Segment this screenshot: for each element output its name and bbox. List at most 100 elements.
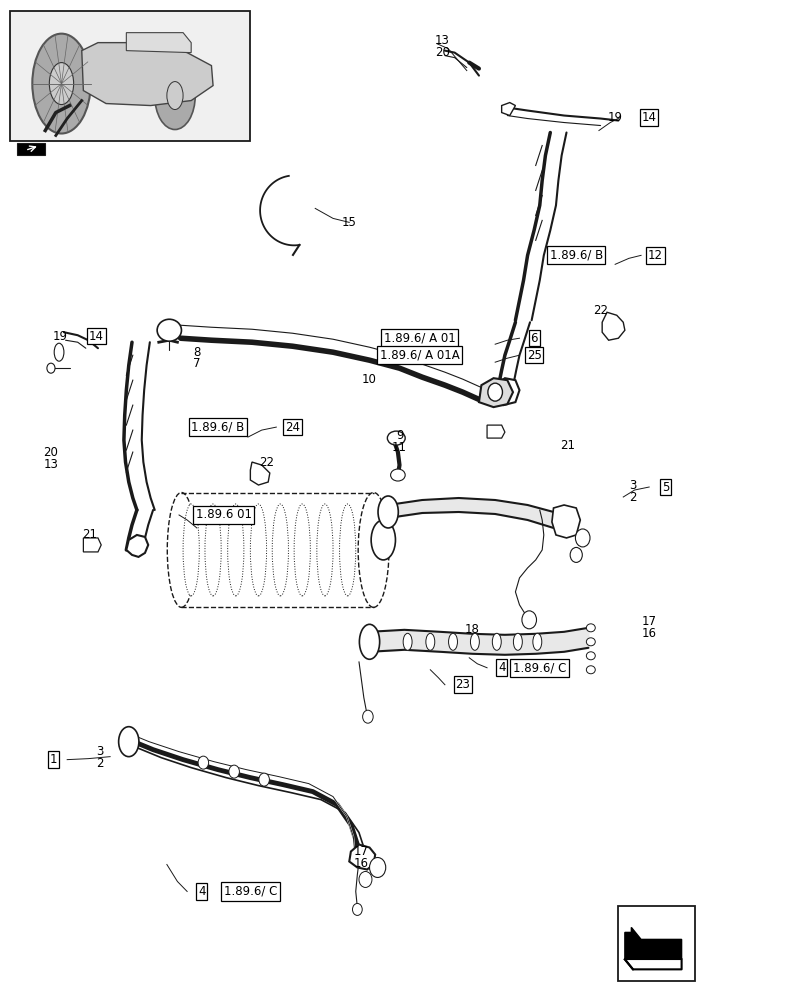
Text: 10: 10 [362, 373, 376, 386]
Polygon shape [82, 43, 212, 106]
Text: 20: 20 [44, 446, 58, 459]
Ellipse shape [167, 82, 182, 110]
Ellipse shape [369, 858, 385, 877]
Text: 22: 22 [592, 304, 607, 317]
Text: 19: 19 [52, 330, 67, 343]
Text: 19: 19 [607, 111, 622, 124]
Text: 5: 5 [661, 481, 668, 494]
Polygon shape [501, 103, 515, 116]
Ellipse shape [32, 34, 91, 134]
Text: 7: 7 [193, 357, 200, 370]
Ellipse shape [359, 624, 380, 659]
Ellipse shape [167, 493, 195, 607]
Text: 14: 14 [88, 330, 104, 343]
Polygon shape [493, 378, 519, 405]
Text: 2: 2 [629, 491, 636, 504]
Ellipse shape [390, 469, 405, 481]
Ellipse shape [316, 504, 333, 596]
Bar [618, 906, 694, 981]
Text: 17: 17 [354, 845, 368, 858]
Ellipse shape [521, 611, 536, 629]
Text: 13: 13 [435, 34, 449, 47]
Polygon shape [487, 425, 504, 438]
Ellipse shape [227, 504, 243, 596]
Text: 1.89.6/ B: 1.89.6/ B [191, 421, 244, 434]
Text: 25: 25 [526, 349, 541, 362]
Bar [17, 143, 45, 155]
Ellipse shape [294, 504, 310, 596]
Ellipse shape [49, 63, 74, 105]
Bar [11, 11, 249, 140]
Ellipse shape [259, 773, 269, 786]
Text: 1.89.6/ A 01A: 1.89.6/ A 01A [380, 349, 459, 362]
Text: 14: 14 [641, 111, 656, 124]
Ellipse shape [575, 529, 590, 547]
Text: 6: 6 [530, 332, 537, 345]
Polygon shape [551, 505, 580, 538]
Ellipse shape [569, 547, 581, 562]
Text: 4: 4 [198, 885, 205, 898]
Text: 3: 3 [96, 745, 103, 758]
Text: 1.89.6 01: 1.89.6 01 [195, 508, 251, 521]
Text: 1: 1 [49, 753, 57, 766]
Text: 15: 15 [341, 216, 356, 229]
Polygon shape [602, 312, 624, 340]
Ellipse shape [425, 633, 434, 650]
Text: 11: 11 [392, 441, 406, 454]
Polygon shape [250, 462, 269, 485]
Ellipse shape [586, 638, 594, 646]
Ellipse shape [358, 493, 388, 607]
Text: 16: 16 [354, 857, 368, 870]
Text: 1.89.6/ B: 1.89.6/ B [549, 249, 602, 262]
Ellipse shape [487, 383, 502, 401]
Polygon shape [127, 535, 148, 557]
Ellipse shape [586, 624, 594, 632]
Text: 9: 9 [395, 429, 403, 442]
Text: 21: 21 [82, 528, 97, 541]
Ellipse shape [363, 710, 373, 723]
Ellipse shape [491, 633, 500, 650]
Ellipse shape [54, 343, 64, 361]
Text: 2: 2 [96, 757, 103, 770]
Polygon shape [624, 927, 680, 959]
Ellipse shape [378, 496, 398, 528]
Text: 13: 13 [44, 458, 58, 471]
Ellipse shape [250, 504, 266, 596]
Text: 21: 21 [560, 439, 575, 452]
Text: 1.89.6/ A 01: 1.89.6/ A 01 [384, 332, 455, 345]
Text: 4: 4 [497, 661, 504, 674]
Ellipse shape [403, 633, 411, 650]
Text: 12: 12 [647, 249, 663, 262]
Text: 22: 22 [259, 456, 274, 469]
Ellipse shape [155, 62, 195, 130]
Ellipse shape [513, 633, 521, 650]
Text: 20: 20 [435, 46, 449, 59]
Ellipse shape [229, 765, 239, 778]
Ellipse shape [198, 756, 208, 769]
Ellipse shape [118, 727, 139, 757]
Ellipse shape [47, 363, 55, 373]
Text: 18: 18 [465, 623, 479, 636]
Polygon shape [159, 325, 167, 335]
Text: 1.89.6/ C: 1.89.6/ C [513, 661, 566, 674]
Text: 17: 17 [641, 615, 656, 628]
Text: 16: 16 [641, 627, 656, 640]
Text: 23: 23 [455, 678, 470, 691]
Ellipse shape [532, 633, 541, 650]
Ellipse shape [387, 431, 405, 445]
Ellipse shape [586, 652, 594, 660]
Ellipse shape [352, 903, 362, 915]
Text: 8: 8 [193, 346, 200, 359]
Ellipse shape [448, 633, 457, 650]
Polygon shape [478, 378, 513, 407]
Polygon shape [84, 538, 101, 552]
Ellipse shape [272, 504, 288, 596]
Text: 3: 3 [629, 479, 636, 492]
Polygon shape [127, 33, 191, 53]
Polygon shape [349, 845, 375, 869]
Ellipse shape [182, 504, 199, 596]
Text: 1.89.6/ C: 1.89.6/ C [223, 885, 277, 898]
Ellipse shape [339, 504, 355, 596]
Ellipse shape [157, 319, 181, 341]
Ellipse shape [358, 871, 371, 887]
